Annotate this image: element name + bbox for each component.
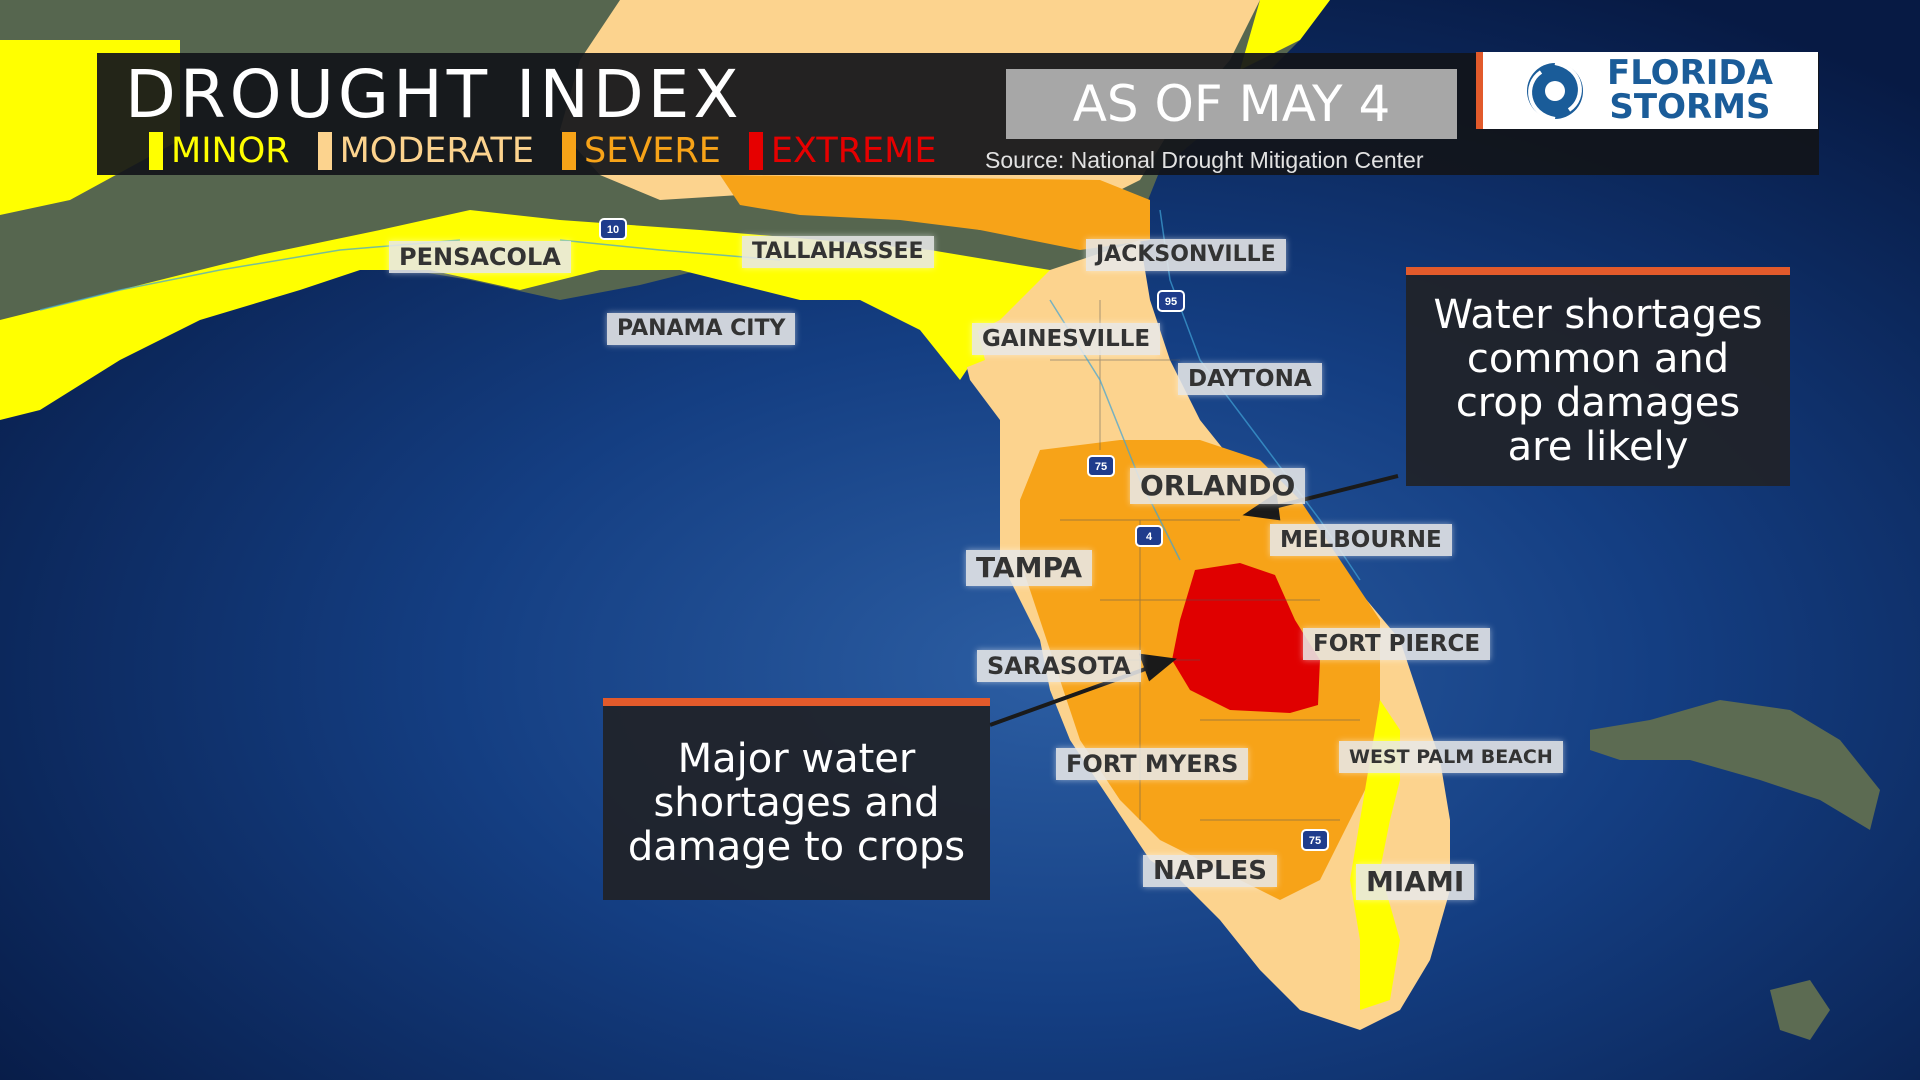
- drought-minor-ne: [1240, 0, 1330, 70]
- city-label-panama-city: PANAMA CITY: [607, 313, 796, 345]
- logo-line-2: STORMS: [1609, 87, 1771, 127]
- florida-storms-logo: FLORIDA STORMS: [1476, 52, 1818, 129]
- city-label-fort-pierce: FORT PIERCE: [1303, 628, 1491, 660]
- map-title: DROUGHT INDEX: [125, 56, 743, 133]
- highway-10-label: 10: [607, 224, 619, 236]
- highway-10-shield: [599, 218, 627, 240]
- city-label-naples: NAPLES: [1143, 855, 1277, 887]
- legend: MINOR MODERATE SEVERE EXTREME: [149, 131, 964, 171]
- city-label-sarasota: SARASOTA: [977, 650, 1141, 682]
- city-label-gainesville: GAINESVILLE: [972, 323, 1161, 355]
- legend-label: MINOR: [171, 131, 290, 171]
- hurricane-icon: [1527, 61, 1583, 121]
- city-label-jacksonville: JACKSONVILLE: [1086, 239, 1286, 271]
- callout-water-shortages-common: Water shortages common and crop damages …: [1406, 267, 1790, 486]
- source-credit: Source: National Drought Mitigation Cent…: [985, 147, 1424, 173]
- legend-item-extreme: EXTREME: [748, 131, 937, 171]
- legend-label: EXTREME: [770, 131, 937, 171]
- drought-severe-north: [720, 175, 1150, 250]
- drought-minor-east-coast: [1350, 700, 1400, 1010]
- legend-swatch: [748, 132, 763, 170]
- legend-swatch: [562, 132, 577, 170]
- keys-island: [1770, 980, 1830, 1040]
- highway-75-label-south: 75: [1309, 835, 1321, 847]
- callout-text-top-right: Water shortages common and crop damages …: [1433, 291, 1763, 470]
- legend-label: SEVERE: [584, 131, 721, 171]
- highway-95-label: 95: [1165, 296, 1177, 308]
- city-label-fort-myers: FORT MYERS: [1056, 748, 1249, 780]
- callout-major-water-shortages: Major water shortages and damage to crop…: [603, 698, 990, 900]
- legend-swatch: [317, 132, 332, 170]
- highway-95-shield: [1157, 290, 1185, 312]
- logo-text: FLORIDA STORMS: [1607, 56, 1773, 124]
- city-label-pensacola: PENSACOLA: [389, 241, 571, 273]
- as-of-date: AS OF MAY 4: [1006, 69, 1457, 139]
- callout-arrows: [989, 474, 1399, 727]
- city-label-miami: MIAMI: [1356, 864, 1475, 900]
- city-label-west-palm-beach: WEST PALM BEACH: [1339, 741, 1563, 773]
- legend-item-severe: SEVERE: [562, 131, 721, 171]
- legend-item-moderate: MODERATE: [317, 131, 535, 171]
- highway-75-shield-north: [1087, 455, 1115, 477]
- callout-text-bottom-left: Major water shortages and damage to crop…: [627, 736, 966, 870]
- legend-swatch: [149, 132, 163, 170]
- city-label-tallahassee: TALLAHASSEE: [742, 236, 934, 268]
- city-label-orlando: ORLANDO: [1130, 468, 1306, 504]
- city-label-tampa: TAMPA: [966, 550, 1093, 586]
- arrowhead-extreme: [1138, 653, 1177, 682]
- city-label-daytona: DAYTONA: [1178, 363, 1322, 395]
- city-label-melbourne: MELBOURNE: [1270, 524, 1452, 556]
- legend-label: MODERATE: [339, 131, 535, 171]
- cuba-island: [1590, 700, 1880, 830]
- highway-4-label: 4: [1146, 531, 1153, 543]
- highway-75-shield-south: [1301, 829, 1329, 851]
- highway-4-shield: [1135, 525, 1163, 547]
- highway-75-label-north: 75: [1095, 461, 1107, 473]
- legend-item-minor: MINOR: [149, 131, 290, 171]
- logo-line-1: FLORIDA: [1607, 53, 1773, 93]
